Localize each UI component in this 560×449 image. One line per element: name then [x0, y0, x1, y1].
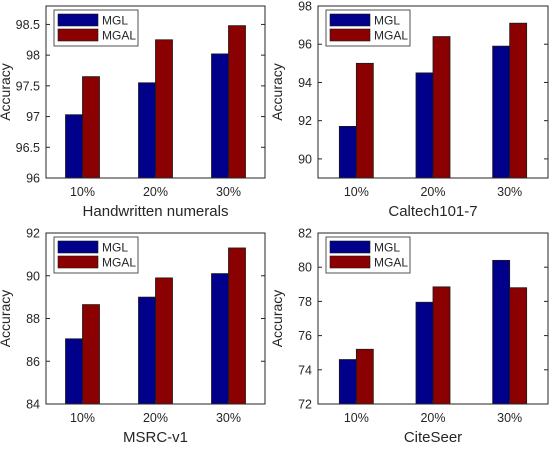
- bar-mgal-30: [509, 287, 528, 405]
- y-tick-label: 90: [26, 269, 40, 283]
- bar-mgal-10: [82, 304, 100, 405]
- y-tick-label: 96: [26, 172, 40, 186]
- chart-panel-handwritten-numerals: 96 96.5 97 97.5 98 98.5 10% 20% 30% Handwritten n…: [0, 5, 266, 220]
- bar-mgal-20: [432, 286, 451, 405]
- x-axis-label: MSRC-v1: [123, 429, 188, 446]
- legend-label-mgal: MGAL: [102, 29, 136, 43]
- y-axis-label: Accuracy: [269, 290, 285, 348]
- y-tick-label: 96: [298, 38, 312, 52]
- y-tick-label: 97.5: [16, 79, 40, 93]
- bar-mgl-10: [338, 126, 357, 179]
- y-tick-label: 84: [26, 398, 40, 412]
- y-tick-label: 90: [298, 152, 312, 166]
- bar-mgal-10: [355, 62, 374, 179]
- legend-swatch-mgal: [329, 28, 371, 42]
- bar-mgl-10: [338, 359, 357, 405]
- y-tick-label: 74: [298, 363, 312, 377]
- bar-mgal-30: [509, 22, 528, 179]
- x-tick-label: 20%: [420, 185, 445, 199]
- y-axis-label: Accuracy: [269, 63, 285, 121]
- bar-mgl-20: [138, 82, 156, 179]
- bar-mgal-20: [432, 36, 451, 179]
- legend-label-mgl: MGL: [102, 241, 128, 255]
- bar-mgal-30: [228, 247, 246, 405]
- legend-label-mgl: MGL: [374, 14, 400, 28]
- bar-mgl-10: [65, 114, 83, 179]
- y-axis-label: Accuracy: [0, 290, 13, 348]
- x-tick-label: 20%: [143, 185, 168, 199]
- y-axis-label: Accuracy: [0, 63, 13, 121]
- y-tick-label: 88: [26, 312, 40, 326]
- x-tick-label: 10%: [70, 411, 95, 425]
- y-tick-label: 97: [26, 110, 40, 124]
- chart-panel-citeseer: 72 74 76 78 80 82 10% 20% 30% CiteSeer Accuracy MGL…: [269, 227, 549, 446]
- y-tick-label: 72: [298, 398, 312, 412]
- bar-mgal-30: [228, 25, 246, 179]
- x-tick-label: 30%: [497, 411, 522, 425]
- bar-mgl-20: [415, 72, 434, 179]
- chart-panel-caltech101-7: 90 92 94 96 98 10% 20% 30% Caltech101-7 Accuracy M…: [269, 0, 549, 220]
- x-tick-label: 30%: [497, 185, 522, 199]
- y-tick-label: 78: [298, 295, 312, 309]
- legend-swatch-mgl: [329, 240, 371, 254]
- legend-swatch-mgal: [329, 255, 371, 269]
- chart-panel-msrc-v1: 84 86 88 90 92 10% 20% 30% MSRC-v1 Accuracy MGLMGA…: [0, 227, 266, 446]
- legend-label-mgal: MGAL: [102, 256, 136, 270]
- bar-mgl-30: [211, 53, 229, 179]
- bar-mgl-30: [492, 259, 511, 405]
- x-tick-label: 10%: [70, 185, 95, 199]
- y-tick-label: 98: [298, 0, 312, 14]
- bar-mgl-20: [138, 296, 156, 405]
- y-tick-label: 92: [298, 114, 312, 128]
- bar-mgal-20: [155, 39, 173, 179]
- legend-swatch-mgal: [57, 28, 99, 42]
- x-axis-label: Handwritten numerals: [83, 203, 229, 220]
- bar-mgl-30: [492, 45, 511, 179]
- y-tick-label: 94: [298, 76, 312, 90]
- x-axis-label: CiteSeer: [404, 429, 462, 446]
- y-tick-label: 80: [298, 261, 312, 275]
- bar-mgal-20: [155, 277, 173, 405]
- legend-swatch-mgal: [57, 255, 99, 269]
- x-tick-label: 20%: [420, 411, 445, 425]
- legend-label-mgal: MGAL: [374, 29, 408, 43]
- legend-label-mgal: MGAL: [374, 256, 408, 270]
- x-tick-label: 10%: [344, 185, 369, 199]
- x-axis-label: Caltech101-7: [388, 203, 477, 220]
- x-tick-label: 30%: [216, 185, 241, 199]
- y-tick-label: 96.5: [16, 141, 40, 155]
- x-tick-label: 10%: [344, 411, 369, 425]
- legend-label-mgl: MGL: [374, 241, 400, 255]
- legend-swatch-mgl: [329, 13, 371, 27]
- y-tick-label: 76: [298, 329, 312, 343]
- legend-swatch-mgl: [57, 13, 99, 27]
- y-tick-label: 92: [26, 227, 40, 241]
- x-tick-label: 30%: [216, 411, 241, 425]
- legend-label-mgl: MGL: [102, 14, 128, 28]
- y-tick-label: 86: [26, 355, 40, 369]
- bar-mgal-10: [82, 76, 100, 179]
- bar-mgal-10: [355, 348, 374, 405]
- bar-mgl-30: [211, 273, 229, 405]
- y-tick-label: 98.5: [16, 18, 40, 32]
- y-tick-label: 82: [298, 227, 312, 241]
- x-tick-label: 20%: [143, 411, 168, 425]
- y-tick-label: 98: [26, 49, 40, 63]
- legend-swatch-mgl: [57, 240, 99, 254]
- bar-mgl-20: [415, 301, 434, 405]
- bar-mgl-10: [65, 338, 83, 405]
